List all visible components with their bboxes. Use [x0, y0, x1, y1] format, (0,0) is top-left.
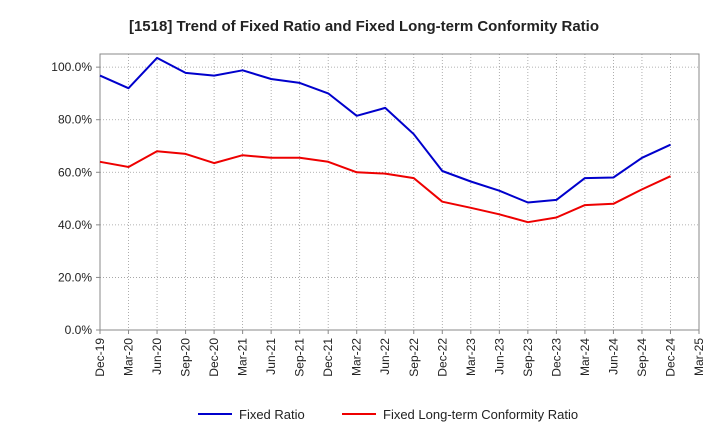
x-tick-labels: Dec-19 Mar-20 Jun-20 Sep-20 Dec-20 Mar-21 Jun-… [93, 330, 706, 377]
x-tick-label: Jun-22 [378, 338, 392, 375]
x-tick-label: Mar-22 [350, 338, 364, 376]
x-tick-label: Mar-25 [692, 338, 706, 376]
x-tick-label: Dec-21 [321, 338, 335, 377]
grid [100, 54, 699, 330]
x-tick-label: Sep-21 [293, 338, 307, 377]
x-tick-label: Jun-24 [606, 338, 620, 375]
y-tick-label: 60.0% [58, 165, 92, 179]
x-tick-label: Sep-22 [407, 338, 421, 377]
y-tick-label: 100.0% [51, 60, 92, 74]
series-lines [99, 56, 671, 224]
axes [99, 53, 700, 331]
legend-label-fixed-long-term-conformity-ratio: Fixed Long-term Conformity Ratio [383, 407, 578, 422]
x-tick-label: Dec-20 [207, 338, 221, 377]
x-tick-label: Jun-23 [492, 338, 506, 375]
chart-title: [1518] Trend of Fixed Ratio and Fixed Lo… [129, 18, 599, 35]
x-tick-label: Dec-19 [93, 338, 107, 377]
y-tick-label: 20.0% [58, 270, 92, 284]
x-tick-label: Mar-20 [122, 338, 136, 376]
y-tick-label: 80.0% [58, 113, 92, 127]
series-line-fixed-long-term-conformity-ratio [99, 150, 671, 224]
x-tick-label: Sep-24 [635, 338, 649, 377]
axes-frame [99, 53, 700, 331]
x-tick-label: Mar-24 [578, 338, 592, 376]
x-tick-label: Mar-21 [236, 338, 250, 376]
x-tick-label: Dec-24 [663, 338, 677, 377]
x-tick-label: Sep-23 [521, 338, 535, 377]
y-tick-label: 0.0% [65, 323, 93, 337]
x-tick-label: Sep-20 [179, 338, 193, 377]
x-tick-label: Mar-23 [464, 338, 478, 376]
legend: Fixed Ratio Fixed Long-term Conformity R… [198, 407, 578, 422]
y-tick-labels: 0.0% 20.0% 40.0% 60.0% 80.0% 100.0% [51, 60, 100, 337]
x-tick-label: Dec-22 [435, 338, 449, 377]
x-tick-label: Jun-21 [264, 338, 278, 375]
x-tick-label: Jun-20 [150, 338, 164, 375]
legend-label-fixed-ratio: Fixed Ratio [239, 407, 305, 422]
plot-area [100, 54, 699, 330]
y-tick-label: 40.0% [58, 218, 92, 232]
x-tick-label: Dec-23 [549, 338, 563, 377]
series-line-fixed-ratio [99, 56, 671, 204]
